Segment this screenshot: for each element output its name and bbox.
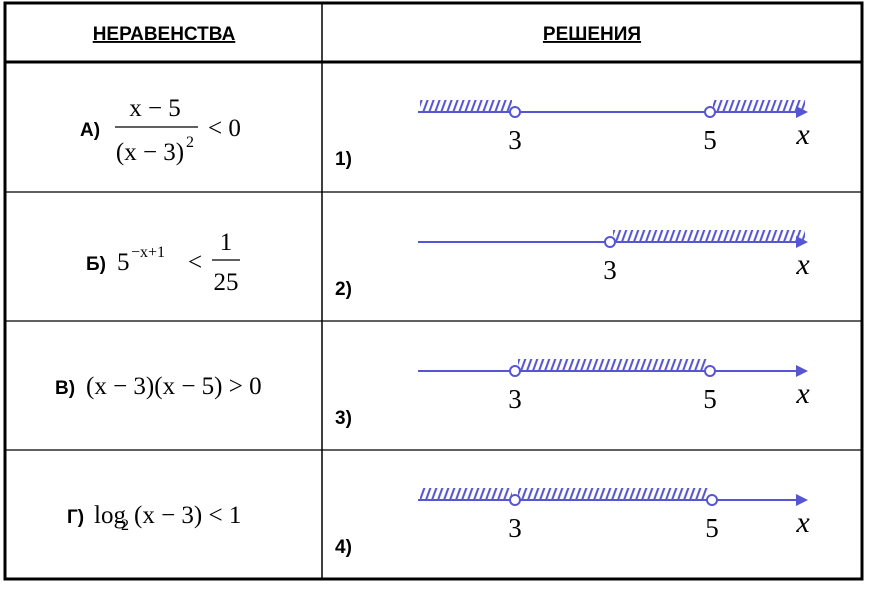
solution-label: 3) xyxy=(335,408,352,429)
open-point xyxy=(604,236,616,248)
numerator: 1 xyxy=(220,229,233,256)
open-point xyxy=(704,365,716,377)
exponent: 2 xyxy=(186,134,194,151)
solution-label: 2) xyxy=(335,279,352,300)
axis-label: x xyxy=(795,506,810,539)
expression: (x − 3) < 1 xyxy=(134,502,241,529)
label: В) xyxy=(55,378,75,399)
denominator: 25 xyxy=(214,269,239,296)
label: А) xyxy=(80,120,100,141)
hatching xyxy=(420,100,512,111)
arrow-head xyxy=(796,494,808,506)
point-label: 5 xyxy=(705,513,719,543)
hatching xyxy=(613,230,805,241)
point-label: 5 xyxy=(703,384,717,414)
open-point xyxy=(706,494,718,506)
point-label: 3 xyxy=(508,384,522,414)
solution-label: 4) xyxy=(335,537,352,558)
point-label: 3 xyxy=(508,125,522,155)
hatching xyxy=(420,488,512,499)
hatching xyxy=(518,488,709,499)
subscript: 2 xyxy=(121,517,129,534)
point-label: 5 xyxy=(703,125,717,155)
label: Г) xyxy=(67,507,84,528)
solution-label: 1) xyxy=(335,149,352,170)
point-label: 3 xyxy=(508,513,522,543)
label: Б) xyxy=(86,254,106,275)
relation: < 0 xyxy=(208,115,241,142)
open-point xyxy=(509,365,521,377)
open-point xyxy=(509,494,521,506)
hatching xyxy=(713,100,805,111)
table-grid xyxy=(3,1,864,581)
point-label: 3 xyxy=(603,255,617,285)
expression: (x − 3)(x − 5) > 0 xyxy=(86,373,262,400)
exponent: −x+1 xyxy=(131,244,165,261)
header-left: НЕРАВЕНСТВА xyxy=(93,24,236,45)
base: 5 xyxy=(117,249,130,276)
arrow-head xyxy=(796,365,808,377)
hatching xyxy=(518,359,707,370)
denominator: (x − 3) xyxy=(116,139,184,166)
function: log xyxy=(94,502,126,529)
relation: < xyxy=(188,249,202,276)
solutions: 1) 3 5 x 2) 3 x 3) 3 5 x 4) 3 5 x xyxy=(335,100,810,558)
open-point xyxy=(704,106,716,118)
axis-label: x xyxy=(795,377,810,410)
axis-label: x xyxy=(795,118,810,151)
open-point xyxy=(509,106,521,118)
axis-label: x xyxy=(795,248,810,281)
header-right: РЕШЕНИЯ xyxy=(543,24,641,45)
numerator: x − 5 xyxy=(129,95,181,122)
